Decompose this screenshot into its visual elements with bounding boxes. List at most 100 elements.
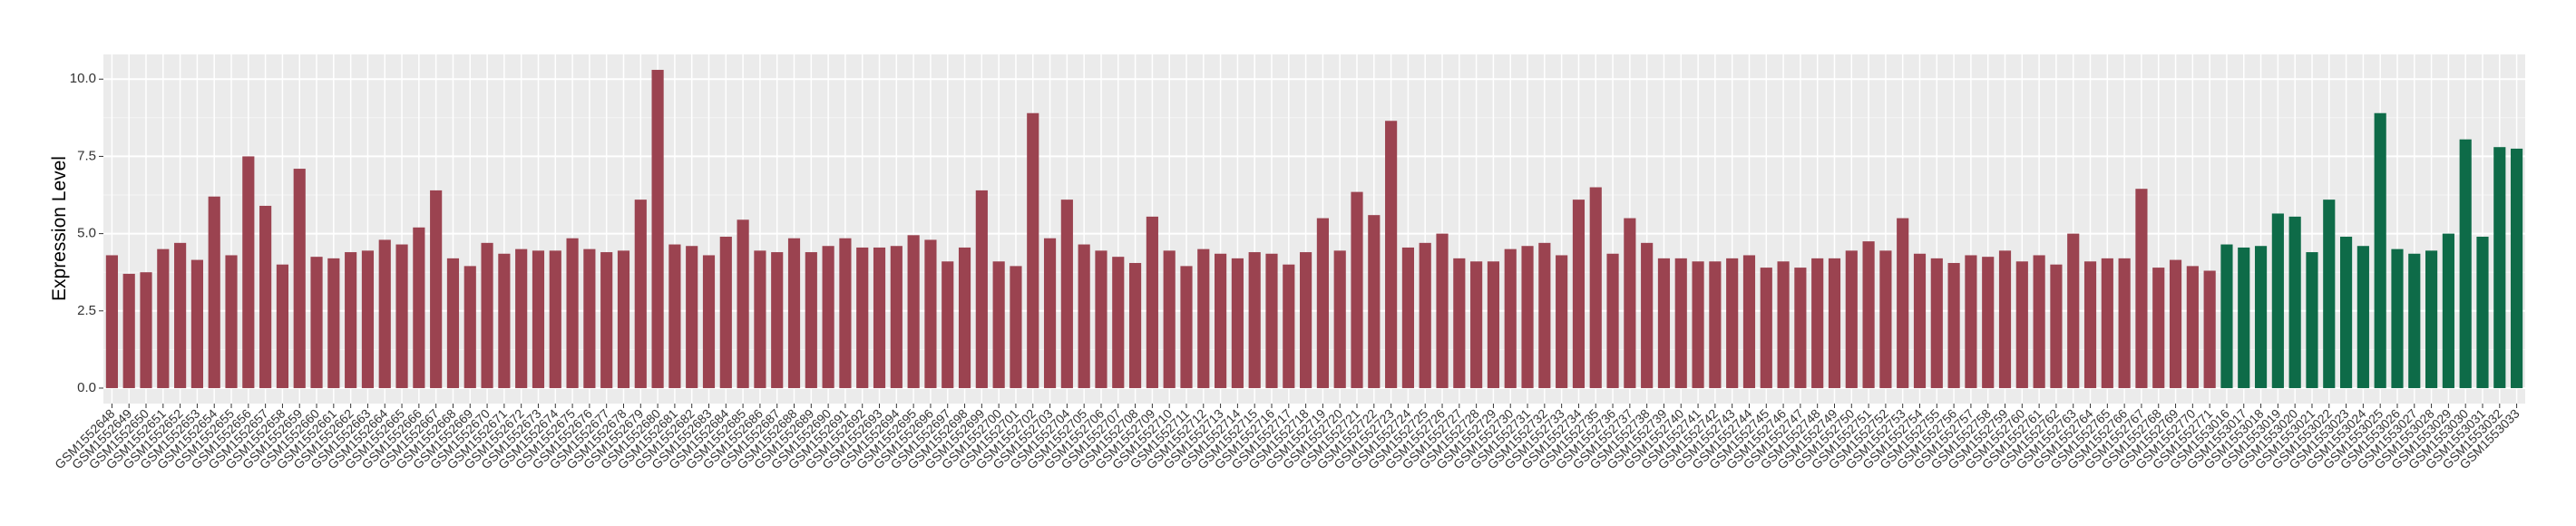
bar bbox=[446, 258, 460, 388]
bar bbox=[1572, 200, 1586, 388]
bar bbox=[907, 235, 920, 388]
bar bbox=[157, 248, 170, 388]
bar bbox=[1265, 253, 1278, 388]
bar bbox=[2169, 259, 2182, 388]
bar bbox=[1930, 258, 1943, 388]
bar bbox=[2425, 250, 2438, 388]
bar bbox=[975, 190, 988, 388]
bar bbox=[1128, 262, 1142, 388]
bar bbox=[2391, 248, 2404, 388]
bar bbox=[1794, 268, 1807, 388]
bar bbox=[1146, 216, 1158, 388]
bar bbox=[1300, 252, 1312, 388]
bar bbox=[395, 244, 408, 388]
bar bbox=[771, 252, 784, 388]
bar bbox=[2408, 253, 2421, 388]
bar bbox=[1470, 261, 1483, 388]
bar bbox=[2050, 264, 2063, 388]
bar bbox=[890, 246, 903, 388]
bar bbox=[276, 264, 289, 388]
bar bbox=[327, 258, 340, 388]
bar bbox=[2288, 216, 2301, 388]
bar bbox=[1641, 242, 1654, 388]
bar bbox=[1538, 242, 1551, 388]
bar bbox=[2339, 237, 2353, 388]
bar bbox=[1487, 261, 1500, 388]
bar bbox=[105, 255, 118, 388]
bar bbox=[2356, 246, 2369, 388]
bar bbox=[754, 250, 766, 388]
bar bbox=[1215, 253, 1227, 388]
bar bbox=[1777, 261, 1790, 388]
bar bbox=[668, 244, 681, 388]
bar bbox=[2033, 255, 2045, 388]
bar bbox=[924, 239, 937, 388]
bar bbox=[1657, 258, 1671, 388]
bar bbox=[1419, 242, 1431, 388]
bar bbox=[1095, 250, 1107, 388]
bar bbox=[481, 242, 493, 388]
bar bbox=[566, 238, 579, 388]
bar bbox=[225, 255, 238, 388]
bar bbox=[1998, 250, 2012, 388]
y-tick-label: 5.0 bbox=[77, 226, 96, 241]
bar bbox=[686, 246, 698, 388]
bar bbox=[345, 252, 357, 388]
bar bbox=[1742, 255, 1756, 388]
bar bbox=[2459, 139, 2472, 388]
bar bbox=[293, 169, 306, 388]
bar bbox=[2152, 268, 2165, 388]
bar bbox=[617, 250, 630, 388]
bar bbox=[174, 242, 187, 388]
bar bbox=[1982, 257, 1995, 388]
bar bbox=[702, 255, 716, 388]
y-tick-label: 7.5 bbox=[77, 148, 96, 163]
bar bbox=[873, 247, 886, 388]
bar bbox=[1624, 218, 1636, 388]
bar bbox=[942, 261, 954, 388]
bar bbox=[1453, 258, 1466, 388]
bar bbox=[2306, 252, 2318, 388]
bar bbox=[515, 248, 528, 388]
bar bbox=[1556, 255, 1568, 388]
bar bbox=[2067, 233, 2080, 388]
bar bbox=[2476, 237, 2489, 388]
bar bbox=[856, 247, 869, 388]
bar bbox=[1316, 218, 1329, 388]
bar bbox=[1231, 258, 1244, 388]
bar bbox=[1333, 250, 1346, 388]
bar bbox=[1401, 247, 1414, 388]
bar bbox=[1897, 218, 1909, 388]
bar bbox=[1283, 264, 1295, 388]
bar bbox=[2254, 246, 2268, 388]
bar bbox=[958, 247, 971, 388]
bar bbox=[1197, 248, 1210, 388]
bar bbox=[651, 70, 664, 388]
y-tick-label: 0.0 bbox=[77, 380, 96, 395]
bar bbox=[1726, 258, 1739, 388]
bar bbox=[1760, 268, 1772, 388]
bar bbox=[2493, 147, 2506, 388]
bar bbox=[2083, 261, 2097, 388]
bar bbox=[2186, 266, 2199, 388]
bar bbox=[2238, 247, 2250, 388]
bar bbox=[310, 257, 323, 388]
bar bbox=[787, 238, 801, 388]
bar bbox=[122, 273, 135, 388]
bar bbox=[2271, 213, 2284, 388]
bar bbox=[1947, 262, 1960, 388]
bar bbox=[2135, 189, 2148, 388]
bar bbox=[1351, 191, 1363, 388]
bar bbox=[2220, 244, 2233, 388]
bar bbox=[992, 261, 1005, 388]
bar bbox=[1862, 241, 1875, 388]
bar bbox=[1060, 200, 1073, 388]
bar bbox=[1163, 250, 1176, 388]
y-tick-label: 2.5 bbox=[77, 303, 96, 318]
bar bbox=[1709, 261, 1722, 388]
bar bbox=[1504, 248, 1517, 388]
bar bbox=[1112, 257, 1125, 388]
bar bbox=[2101, 258, 2113, 388]
bar bbox=[2015, 261, 2028, 388]
bar bbox=[1845, 250, 1858, 388]
